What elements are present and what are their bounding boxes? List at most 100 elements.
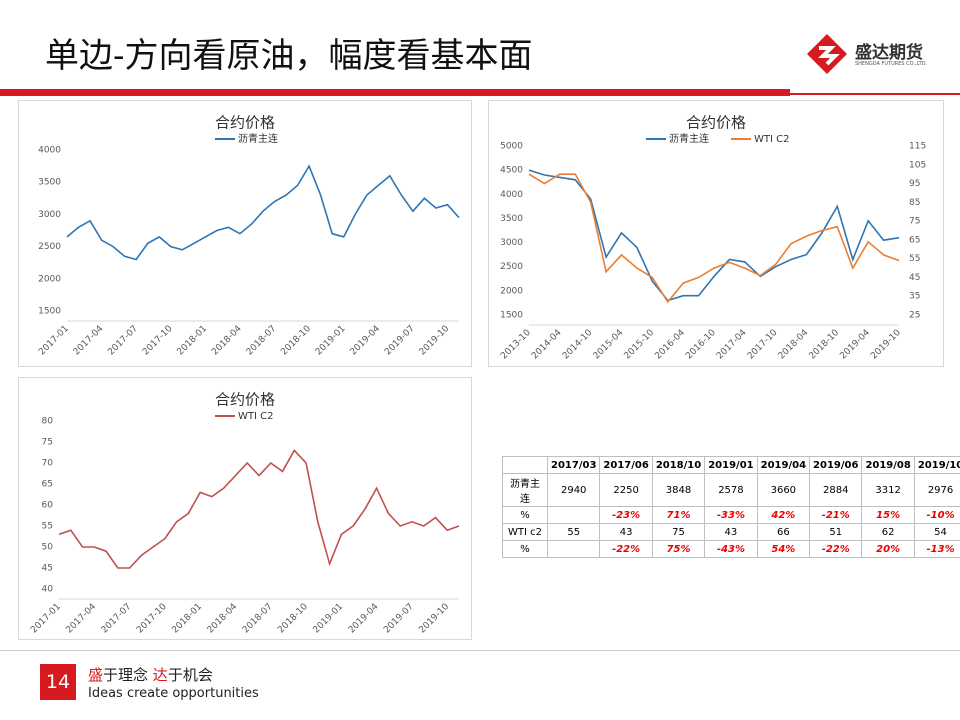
- table-cell: 71%: [651, 506, 706, 524]
- y-tick-label: 2500: [500, 262, 523, 272]
- y-tick-label: 3500: [500, 214, 523, 224]
- table-row: WTI c2 55 43 75 43 66 51 62 54: [502, 523, 960, 541]
- x-tick-label: 2017-07: [106, 324, 140, 358]
- x-tick-label: 2014-04: [530, 328, 564, 362]
- page-number: 14: [40, 664, 76, 700]
- x-tick-label: 2013-10: [499, 328, 533, 362]
- table-cell: -22%: [809, 540, 863, 558]
- table-cell: 62: [861, 523, 915, 541]
- x-tick-label: 2018-10: [276, 602, 310, 636]
- table-cell: 15%: [861, 506, 915, 524]
- table-cell: 2019/06: [809, 456, 863, 474]
- y-tick-label: 40: [42, 585, 54, 595]
- table-cell: 2017/03: [546, 456, 601, 474]
- x-tick-label: 2018-01: [170, 602, 204, 636]
- x-tick-label: 2017-04: [72, 324, 106, 358]
- y-tick-label: 4500: [500, 166, 523, 176]
- table-row: % -23% 71% -33% 42% -21% 15% -10%: [502, 506, 960, 524]
- table-cell: 2940: [546, 473, 601, 507]
- logo-sub: SHENGDA FUTURES CO.,LTD.: [855, 61, 928, 67]
- x-tick-label: 2018-04: [206, 602, 240, 636]
- x-tick-label: 2017-10: [141, 324, 175, 358]
- table-cell: 2250: [599, 473, 653, 507]
- table-cell: 43: [599, 523, 653, 541]
- table-cell: 3848: [651, 473, 706, 507]
- table-cell: 2884: [809, 473, 863, 507]
- y-tick-label: 4000: [38, 146, 61, 156]
- table-cell: 51: [809, 523, 863, 541]
- x-tick-label: 2019-04: [347, 602, 381, 636]
- y-tick-label: 1500: [500, 311, 523, 321]
- x-tick-label: 2018-01: [176, 324, 210, 358]
- table-cell: 42%: [756, 506, 811, 524]
- table-cell: 2578: [704, 473, 758, 507]
- table-cell: 2019/04: [756, 456, 811, 474]
- table-cell: %: [502, 506, 548, 524]
- x-tick-label: 2019-01: [314, 324, 348, 358]
- table-cell: 3660: [756, 473, 811, 507]
- legend-label: 沥青主连: [669, 132, 709, 145]
- y-tick-label: 2500: [38, 242, 61, 252]
- x-tick-label: 2018-07: [241, 602, 275, 636]
- x-tick-label: 2019-04: [838, 328, 872, 362]
- y-tick-label: 80: [42, 417, 54, 427]
- y2-tick-label: 25: [909, 311, 920, 321]
- x-tick-label: 2019-07: [382, 602, 416, 636]
- table-cell: 54%: [756, 540, 811, 558]
- table-cell: 43: [704, 523, 758, 541]
- x-tick-label: 2018-10: [808, 328, 842, 362]
- slogan-part: 盛: [88, 666, 104, 684]
- table-cell: -22%: [599, 540, 653, 558]
- header-rule: [0, 89, 790, 96]
- table-cell: -21%: [809, 506, 863, 524]
- series-line: [66, 164, 460, 261]
- table-row: 2017/03 2017/06 2018/10 2019/01 2019/04 2019/…: [502, 456, 960, 474]
- chart-title: 合约价格: [686, 114, 746, 132]
- x-tick-label: 2018-04: [777, 328, 811, 362]
- x-tick-label: 2017-01: [37, 324, 71, 358]
- table-cell: 55: [546, 523, 601, 541]
- x-tick-label: 2015-10: [623, 328, 657, 362]
- y-tick-label: 3000: [38, 210, 61, 220]
- chart-title: 合约价格: [215, 391, 275, 409]
- slogan-part: 于机会: [167, 666, 213, 684]
- logo-name: 盛达期货: [855, 43, 923, 63]
- y2-tick-label: 75: [909, 217, 920, 227]
- y-tick-label: 60: [42, 501, 54, 511]
- y2-tick-label: 55: [909, 254, 920, 264]
- y2-tick-label: 95: [909, 179, 920, 189]
- table-cell: 66: [756, 523, 811, 541]
- table-cell: 75%: [651, 540, 706, 558]
- header-rule-thin: [790, 93, 960, 95]
- y-tick-label: 50: [42, 543, 54, 553]
- table-cell: [546, 540, 601, 558]
- x-tick-label: 2018-07: [245, 324, 279, 358]
- table-cell: 沥青主连: [502, 473, 548, 507]
- table-row: 沥青主连 2940 2250 3848 2578 3660 2884 3312 2976: [502, 473, 960, 507]
- table-cell: -33%: [704, 506, 758, 524]
- x-tick-label: 2019-10: [418, 324, 452, 358]
- x-tick-label: 2017-10: [746, 328, 780, 362]
- table-cell: 3312: [861, 473, 915, 507]
- y-tick-label: 4000: [500, 190, 523, 200]
- x-tick-label: 2018-04: [210, 324, 244, 358]
- x-tick-label: 2017-10: [135, 602, 169, 636]
- slogan-part: 于理念: [103, 666, 153, 684]
- table-cell: WTI c2: [502, 523, 548, 541]
- slogan-en: Ideas create opportunities: [88, 686, 259, 701]
- y-tick-label: 1500: [38, 307, 61, 317]
- y-tick-label: 2000: [500, 286, 523, 296]
- table-cell: 2018/10: [651, 456, 706, 474]
- y2-tick-label: 105: [909, 160, 926, 170]
- x-tick-label: 2016-10: [684, 328, 718, 362]
- table-cell: 20%: [861, 540, 915, 558]
- footer-rule: [0, 650, 960, 651]
- y-tick-label: 5000: [500, 142, 523, 152]
- x-tick-label: 2015-04: [592, 328, 626, 362]
- y-tick-label: 3000: [500, 238, 523, 248]
- y-tick-label: 3500: [38, 178, 61, 188]
- legend-label: WTI C2: [238, 411, 273, 422]
- x-tick-label: 2017-04: [65, 602, 99, 636]
